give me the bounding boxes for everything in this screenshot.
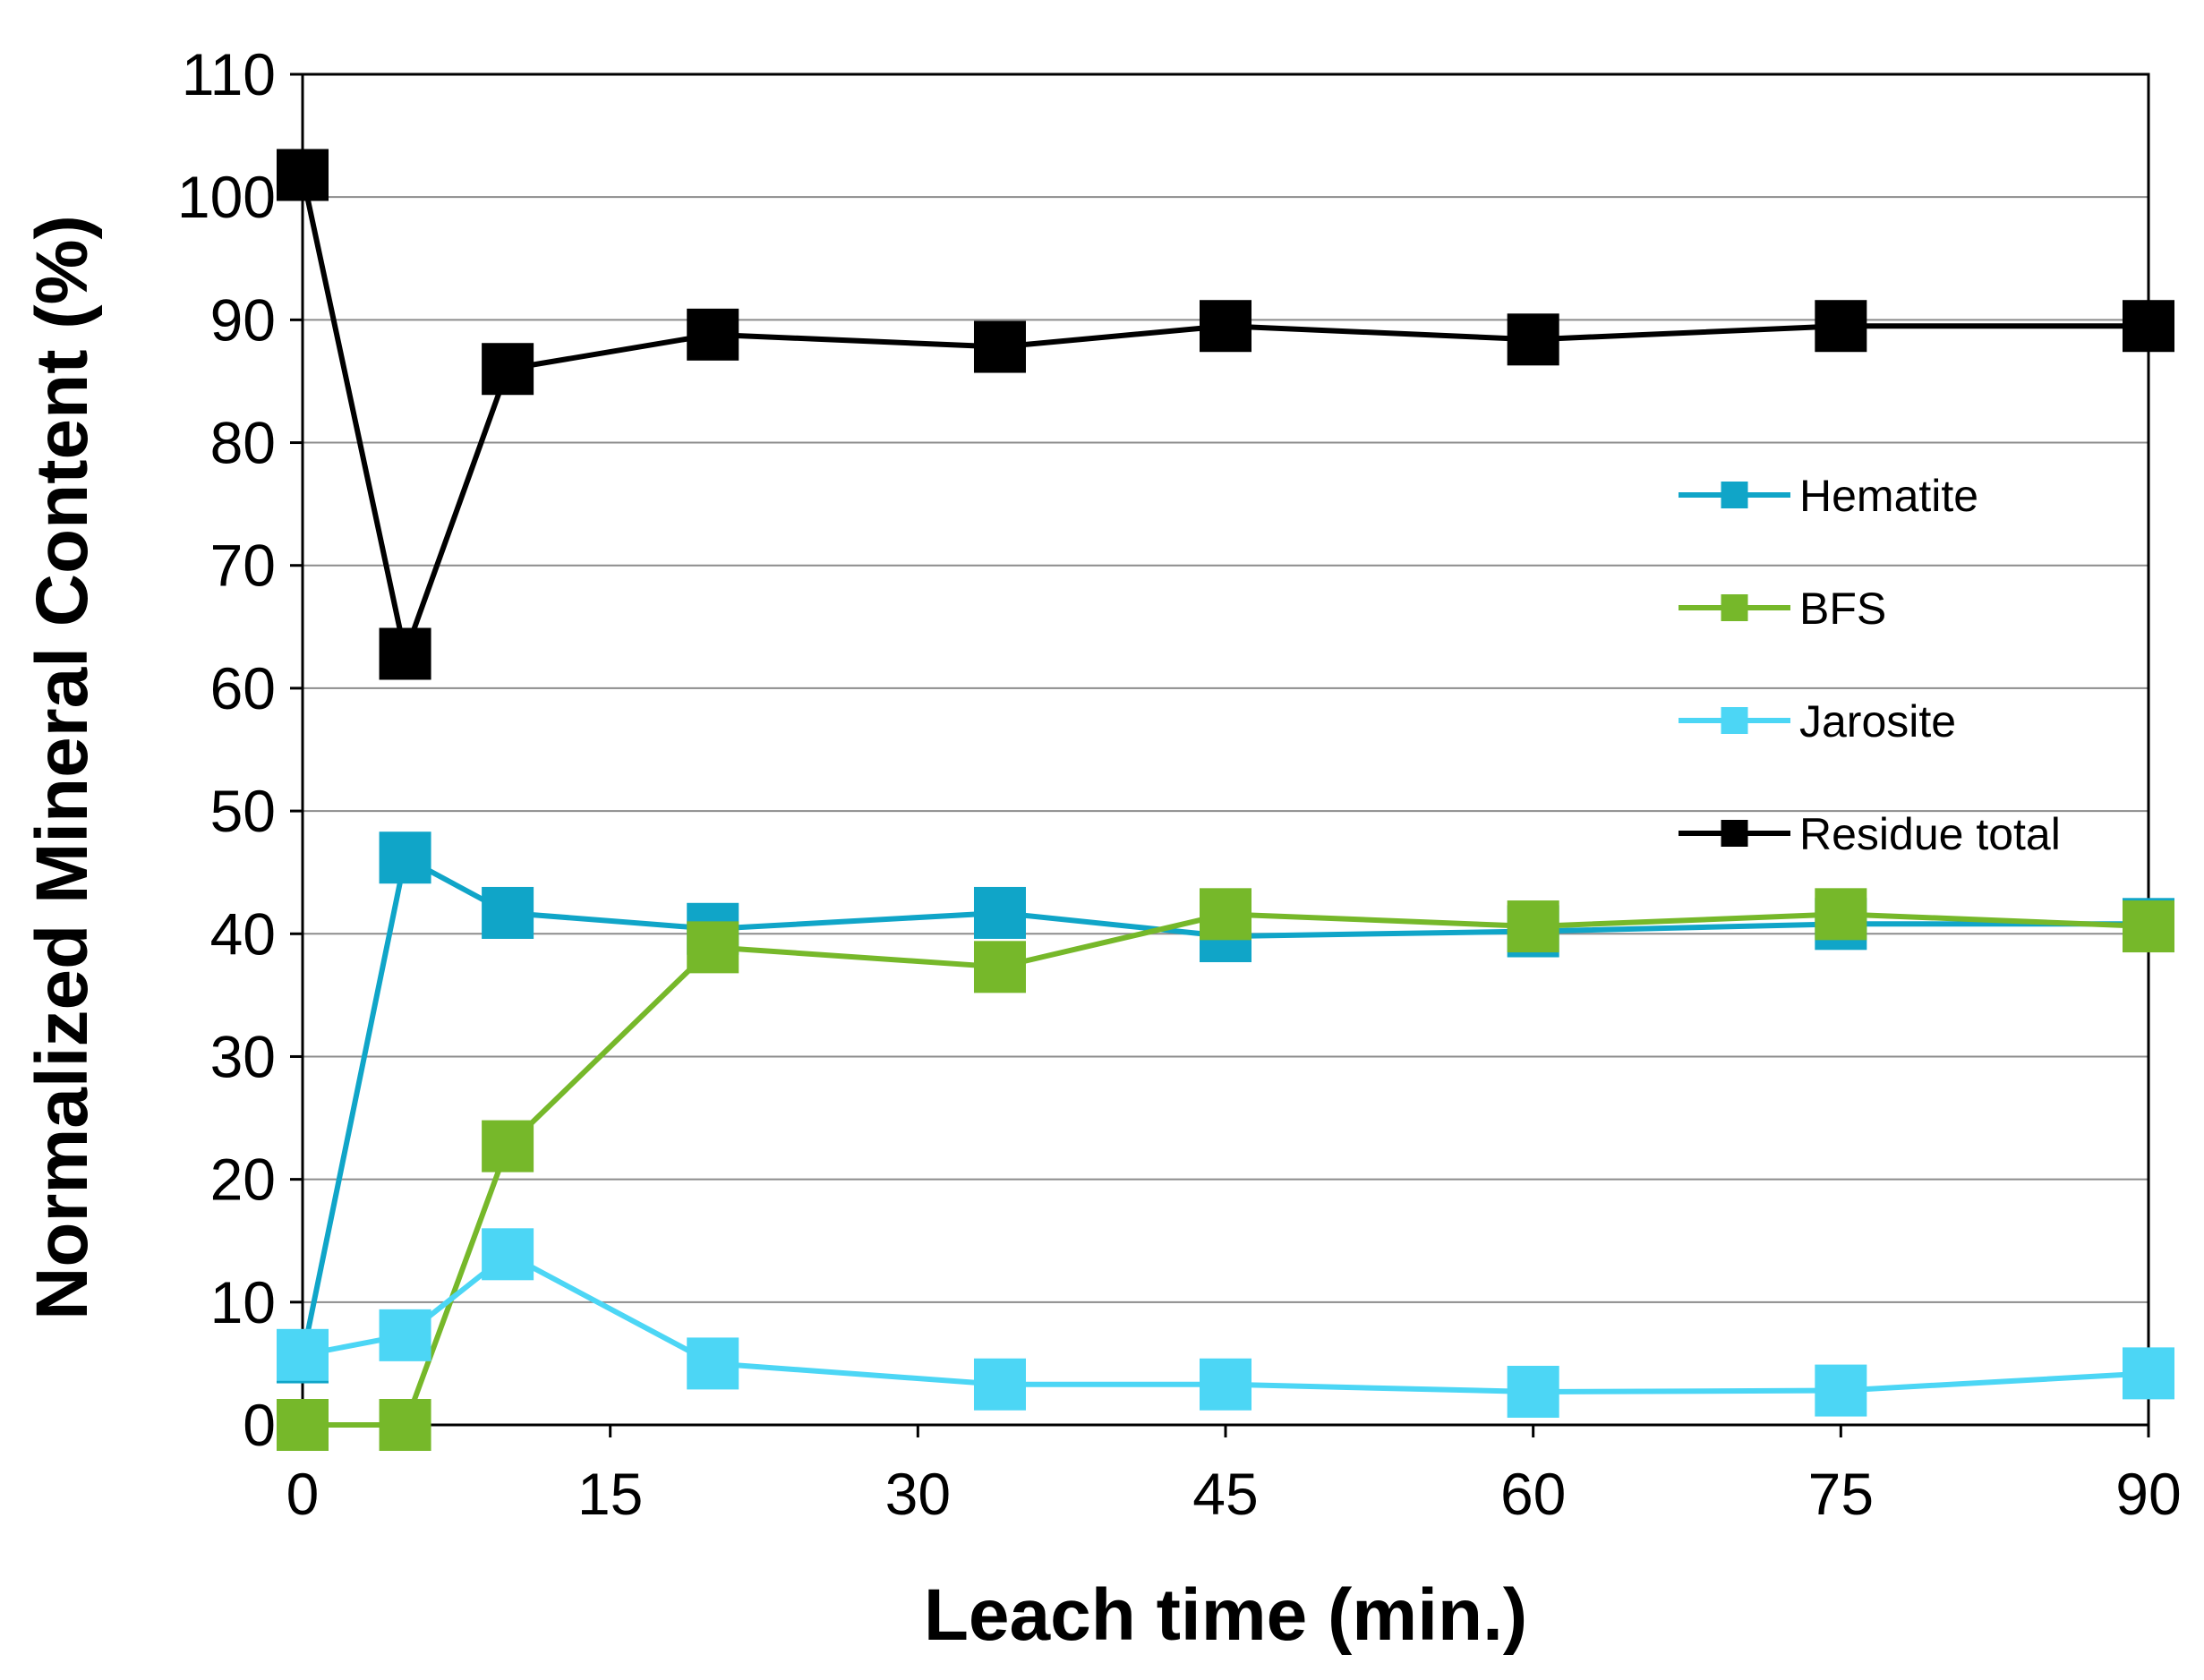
y-tick-label-80: 80 (210, 410, 276, 476)
data-point-residue-total-1 (379, 627, 431, 680)
legend-entry-bfs: BFS (1679, 584, 1886, 634)
data-point-jarosite-6 (1507, 1365, 1559, 1418)
legend-entry-residue-total: Residue total (1679, 809, 2061, 859)
data-point-hematite-2 (482, 886, 534, 939)
y-tick-label-0: 0 (243, 1392, 276, 1458)
data-point-bfs-3 (687, 921, 739, 974)
legend-label-bfs: BFS (1799, 584, 1886, 634)
data-point-jarosite-3 (687, 1337, 739, 1390)
x-tick-label-90: 90 (2115, 1461, 2181, 1527)
legend-entry-hematite: Hematite (1679, 471, 1978, 521)
data-point-bfs-0 (277, 1399, 329, 1451)
y-tick-label-90: 90 (210, 286, 276, 353)
x-axis-ticks: 0 15 30 45 60 75 90 (286, 1425, 2182, 1527)
y-tick-label-60: 60 (210, 655, 276, 721)
y-tick-label-40: 40 (210, 900, 276, 967)
data-point-bfs-6 (1507, 900, 1559, 953)
data-point-jarosite-8 (2123, 1347, 2174, 1400)
legend-label-hematite: Hematite (1799, 471, 1978, 521)
data-point-jarosite-2 (482, 1228, 534, 1281)
x-tick-label-30: 30 (885, 1461, 951, 1527)
data-point-residue-total-6 (1507, 313, 1559, 366)
data-point-residue-total-7 (1815, 300, 1867, 353)
data-point-residue-total-2 (482, 343, 534, 396)
y-tick-label-10: 10 (210, 1269, 276, 1335)
data-point-jarosite-0 (277, 1328, 329, 1381)
x-tick-label-75: 75 (1808, 1461, 1874, 1527)
legend-label-residue-total: Residue total (1799, 809, 2061, 859)
legend-marker-jarosite (1721, 707, 1748, 734)
series-layer (277, 149, 2174, 1451)
y-axis-ticks: 0 10 20 30 40 50 60 70 80 90 100 110 (177, 41, 303, 1458)
series-residue-total (277, 149, 2174, 680)
data-point-hematite-1 (379, 831, 431, 884)
legend-marker-residue-total (1721, 820, 1748, 847)
data-point-residue-total-5 (1200, 300, 1251, 353)
data-point-residue-total-0 (277, 149, 329, 201)
series-bfs (277, 888, 2174, 1451)
legend-marker-bfs (1721, 594, 1748, 621)
y-tick-label-70: 70 (210, 533, 276, 599)
gridlines (303, 196, 2148, 1303)
data-point-jarosite-5 (1200, 1358, 1251, 1411)
legend-entry-jarosite: Jarosite (1679, 696, 1956, 746)
y-tick-label-110: 110 (182, 41, 276, 107)
y-tick-label-100: 100 (177, 164, 276, 230)
x-tick-label-60: 60 (1500, 1461, 1566, 1527)
legend: Hematite BFS Jarosite Residue total (1679, 471, 2061, 859)
data-point-residue-total-4 (973, 320, 1026, 373)
x-tick-label-15: 15 (577, 1461, 643, 1527)
data-point-bfs-2 (482, 1120, 534, 1173)
data-point-residue-total-3 (687, 308, 739, 361)
series-line-bfs (303, 911, 2149, 1428)
data-point-hematite-4 (973, 886, 1026, 939)
series-jarosite (277, 1228, 2174, 1418)
x-tick-label-45: 45 (1192, 1461, 1258, 1527)
data-point-bfs-5 (1200, 888, 1251, 941)
y-tick-label-30: 30 (210, 1023, 276, 1089)
data-point-jarosite-7 (1815, 1364, 1867, 1417)
data-point-jarosite-1 (379, 1309, 431, 1361)
x-tick-label-0: 0 (286, 1461, 320, 1527)
data-point-bfs-1 (379, 1399, 431, 1451)
y-tick-label-20: 20 (210, 1147, 276, 1213)
data-point-residue-total-8 (2123, 300, 2174, 353)
legend-marker-hematite (1721, 482, 1748, 508)
legend-label-jarosite: Jarosite (1799, 696, 1956, 746)
y-axis-title: Normalized Mineral Content (%) (21, 215, 103, 1320)
y-tick-label-50: 50 (210, 778, 276, 844)
x-axis-title: Leach time (min.) (924, 1574, 1527, 1656)
plot-area-frame (301, 72, 2150, 1427)
data-point-bfs-8 (2123, 900, 2174, 953)
data-point-jarosite-4 (973, 1358, 1026, 1411)
data-point-bfs-7 (1815, 888, 1867, 941)
series-line-residue-total (300, 174, 2148, 657)
data-point-bfs-4 (973, 941, 1026, 994)
